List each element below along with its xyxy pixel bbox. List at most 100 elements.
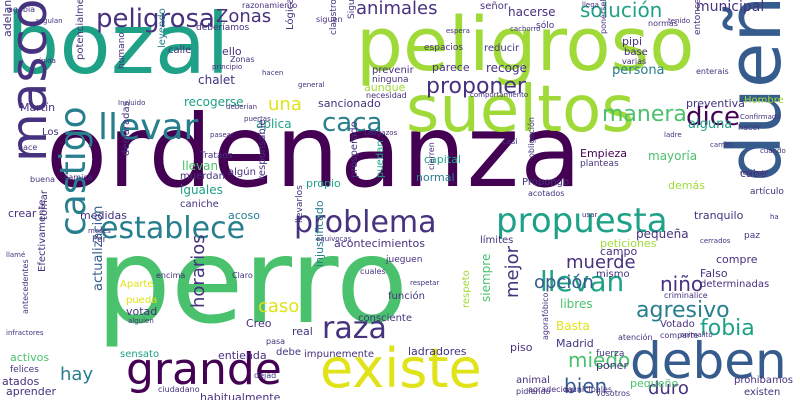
word-solo: sólo [536, 21, 555, 31]
word-regulan: regulan [36, 17, 63, 25]
word-miedo: miedo [568, 348, 631, 372]
word-capital: capital [424, 153, 461, 166]
word-deben: deben [630, 332, 787, 390]
word-alguien: alguien [128, 317, 154, 325]
word-horarios: horarios [188, 234, 209, 308]
word-normal: normal [416, 171, 455, 184]
word-peligrosa: peligrosa [96, 4, 215, 34]
word-sensato: sensato [120, 349, 160, 360]
word-puedan: puedan [375, 140, 386, 178]
word-llega: llega [582, 1, 599, 9]
word-comparte: comparte [660, 331, 699, 340]
word-empieza: Empieza [580, 147, 627, 160]
word-funcion: función [388, 291, 425, 302]
word-crear: crear [8, 207, 37, 220]
word-ladre: ladre [664, 131, 682, 139]
word-determinadas: determinadas [700, 279, 770, 290]
word-incluido: Incluido [118, 99, 146, 107]
word-piso: piso [510, 341, 533, 354]
word-recogerse: recogerse [184, 95, 244, 109]
word-siempre: siempre [479, 253, 493, 302]
word-animal: animal [516, 375, 550, 386]
word-solucion: solución [580, 0, 663, 22]
word-puertas: puertas [244, 115, 271, 123]
word-martin: Martín [20, 101, 56, 114]
word-aunque: aunque [364, 81, 406, 94]
word-propongo: Propongo [522, 177, 570, 188]
word-prevenir: prevenir [372, 65, 414, 76]
word-municipal: municipal [696, 0, 765, 15]
word-alguna: alguna [688, 117, 733, 132]
word-campo: campo [600, 245, 638, 258]
word-articulo: artículo [750, 187, 784, 197]
word-buena: buena [30, 175, 56, 184]
word-confirmado: Confirmado [740, 113, 781, 121]
word-existen: existen [744, 387, 781, 398]
word-animalito: animalito [680, 331, 713, 339]
word-encima: encima [156, 271, 186, 280]
word-dice: dice [686, 102, 741, 132]
word-llevan-small: llevan [182, 159, 219, 173]
word-real: real [292, 325, 313, 338]
word-libres: libres [560, 297, 593, 311]
word-ciudadano: ciudadano [158, 385, 200, 394]
word-agradecida: agradecida [528, 385, 573, 394]
word-compre: compre [716, 253, 758, 266]
word-tenido: tenido [668, 17, 691, 25]
word-trataos: Trataos [200, 151, 233, 161]
word-calle: calle [168, 45, 192, 56]
word-acontecimientos: acontecimientos [334, 237, 425, 250]
word-establece: establece [100, 211, 246, 246]
word-atados: atados [2, 375, 40, 388]
word-cerrados: cerrados [700, 237, 731, 245]
word-muerdan: muerdan [180, 171, 225, 182]
word-humano: humano [117, 32, 127, 69]
word-siguiendo: Siguiendo [347, 0, 357, 19]
word-cuales: cuales [360, 267, 386, 276]
word-recoge: recoge [486, 61, 527, 75]
word-mejor: mejor [502, 245, 523, 298]
word-enterais: enterais [696, 67, 729, 76]
word-municipales: municipales [564, 385, 613, 394]
word-obligacion: obligación [527, 117, 536, 158]
word-bozal: bozal [6, 0, 230, 93]
word-votad: votad [126, 305, 158, 318]
word-llevan: llevan [540, 265, 625, 298]
word-algun: algún [228, 167, 256, 178]
word-siguen: siguen [316, 15, 343, 24]
word-por: Por [92, 235, 107, 245]
word-poner: poner [596, 359, 628, 372]
word-deberian: deberían [226, 103, 258, 111]
word-aprender: aprender [6, 385, 57, 398]
word-prosperado: prosperado [349, 121, 360, 178]
word-felices: felices [10, 365, 39, 375]
word-zonas: Zonas [216, 6, 272, 27]
word-animales: animales [356, 0, 438, 19]
word-usar: usar [582, 211, 598, 219]
word-pasear: pasear [210, 131, 234, 139]
word-hacerse: hacerse [508, 5, 556, 19]
word-debe: debe [276, 347, 301, 358]
word-reciente: reciente [740, 169, 769, 177]
word-planteas: planteas [580, 159, 619, 169]
word-aparte: Aparte [120, 279, 154, 290]
word-cuando: cuando [760, 147, 786, 155]
word-persona: persona [612, 63, 665, 78]
word-latigazos: Latigazos [364, 129, 398, 137]
word-peticiones: peticiones [600, 237, 657, 250]
word-comportamiento: comportamiento [470, 91, 529, 99]
word-hacer: hacer [738, 123, 761, 132]
word-creo: Creo [246, 317, 272, 330]
word-madrid: Madrid [556, 337, 594, 350]
word-sueltos: sueltos [406, 73, 635, 147]
word-falso: Falso [700, 267, 728, 280]
word-bien: bien [564, 374, 608, 398]
word-mayoria: mayoría [648, 149, 698, 163]
word-habitualmente: habitualmente [200, 391, 281, 400]
word-general: general [298, 81, 325, 89]
word-injustificado: injustificado [313, 200, 326, 267]
word-propio: propio [306, 177, 341, 190]
word-leyendo: leyendo [157, 8, 168, 48]
word-sancionado: sancionado [318, 97, 381, 110]
word-nino: niño [660, 272, 704, 296]
